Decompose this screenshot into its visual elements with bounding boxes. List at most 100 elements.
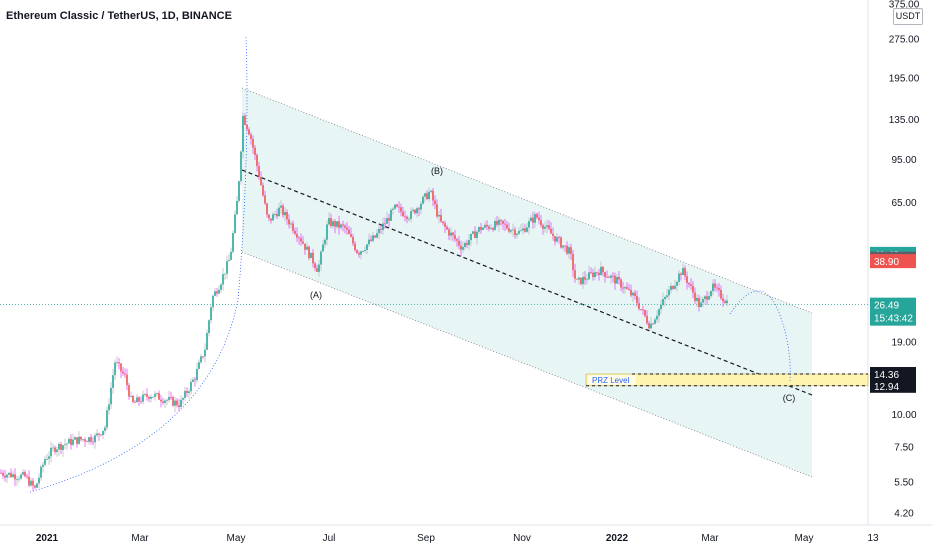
candle-down [454,229,456,242]
candle-body [618,276,620,280]
candle-down [648,320,650,330]
candle-down [92,436,94,446]
candle-body [188,391,190,393]
candle-body [594,272,596,278]
candle-down [34,484,36,490]
candle-body [428,191,430,200]
candle-down [262,182,264,197]
candle-body [194,379,196,381]
candle-body [96,433,98,436]
candle-down [564,245,566,252]
candle-body [534,214,536,223]
candle-body [670,285,672,290]
candle-down [312,249,314,268]
candle-body [236,200,238,215]
candle-down [466,239,468,248]
candle-body [660,304,662,310]
candle-down [524,224,526,233]
x-tick-label: Mar [131,533,149,544]
candle-body [254,147,256,155]
candle-down [118,357,120,370]
candle-body [322,244,324,252]
candle-body [696,297,698,302]
prz-label: PRZ Level [592,376,630,385]
candle-up [416,206,418,218]
candle-down [540,215,542,228]
candle-up [668,286,670,301]
candle-body [626,287,628,289]
candle-up [52,443,54,452]
candle-body [340,224,342,228]
candle-body [490,228,492,229]
candle-down [558,235,560,244]
candle-body [548,225,550,229]
candle-body [492,228,494,230]
candle-down [508,222,510,234]
candle-down [370,235,372,242]
candle-body [124,373,126,375]
candle-up [360,250,362,260]
candle-body [504,223,506,225]
candle-up [726,294,728,307]
candle-body [350,234,352,237]
candle-up [290,221,292,229]
candle-up [112,368,114,395]
candle-up [226,255,228,279]
candle-body [570,247,572,254]
candle-body [440,215,442,222]
candle-body [226,261,228,274]
candle-down [446,224,448,231]
candle-body [206,333,208,350]
candle-body [288,219,290,225]
candle-down [24,469,26,478]
candle-body [290,223,292,225]
candle-up [204,343,206,363]
candle-body [76,437,78,444]
candle-body [184,390,186,398]
candle-body [300,238,302,242]
candle-down [140,396,142,404]
candle-up [676,280,678,292]
candle-body [150,396,152,399]
candle-up [518,227,520,235]
candle-down [550,222,552,234]
candle-body [394,204,396,209]
candle-down [374,234,376,239]
candle-up [174,396,176,413]
candle-body [166,399,168,401]
candle-up [670,282,672,294]
candle-body [386,218,388,224]
candle-body [222,274,224,285]
candle-up [154,390,156,401]
candle-down [138,396,140,406]
candle-down [86,440,88,443]
candle-down [432,187,434,207]
candle-down [652,322,654,325]
candle-body [656,315,658,320]
candle-up [136,393,138,403]
candle-body [64,444,66,446]
candle-body [636,296,638,304]
candle-body [62,445,64,450]
candle-up [234,210,236,235]
candle-down [90,433,92,445]
candle-body [216,291,218,294]
candle-up [222,267,224,291]
candle-up [594,266,596,281]
candle-body [52,447,54,449]
currency-unit-button[interactable]: USDT [893,8,923,25]
candle-down [592,268,594,281]
candle-up [284,207,286,222]
price-tag-bg [870,367,916,382]
candle-body [82,439,84,441]
candle-body [196,368,198,381]
candle-up [166,398,168,405]
candle-body [328,218,330,225]
candle-body [134,402,136,403]
candle-body [556,237,558,242]
candle-up [318,259,320,277]
candle-body [576,278,578,280]
candle-body [264,195,266,204]
